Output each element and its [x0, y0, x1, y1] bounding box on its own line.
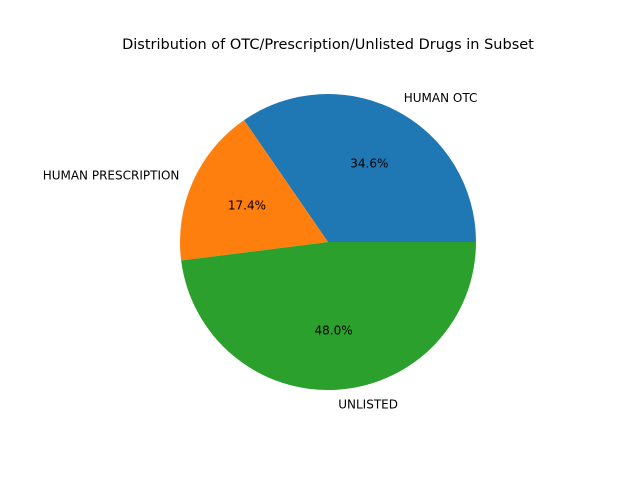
slice-label: HUMAN PRESCRIPTION: [43, 168, 180, 182]
pie-slices: [180, 93, 477, 391]
slice-percent-label: 48.0%: [315, 324, 353, 338]
pie-slice-human-otc: [244, 93, 476, 243]
slice-percent-label: 34.6%: [350, 156, 388, 170]
slice-label: HUMAN OTC: [404, 91, 478, 105]
pie-slice-human-prescription: [180, 120, 328, 261]
slice-label: UNLISTED: [338, 397, 398, 411]
chart-title: Distribution of OTC/Prescription/Unliste…: [122, 37, 534, 53]
slice-percent-label: 17.4%: [228, 199, 266, 213]
pie-slice-unlisted: [181, 242, 477, 391]
pie-labels: HUMAN OTC 34.6% HUMAN PRESCRIPTION 17.4% UNL…: [43, 91, 478, 412]
